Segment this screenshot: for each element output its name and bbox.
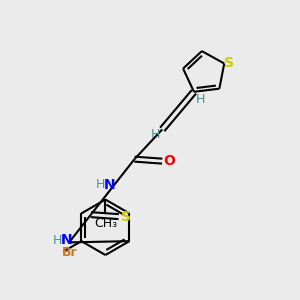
Text: CH₃: CH₃ bbox=[94, 217, 117, 230]
Text: S: S bbox=[121, 210, 130, 224]
Text: H: H bbox=[96, 178, 106, 191]
Text: N: N bbox=[60, 233, 72, 248]
Text: S: S bbox=[224, 56, 234, 70]
Text: H: H bbox=[151, 128, 160, 141]
Text: O: O bbox=[163, 154, 175, 168]
Text: Br: Br bbox=[62, 245, 78, 259]
Text: H: H bbox=[52, 234, 62, 247]
Text: H: H bbox=[196, 93, 206, 106]
Text: N: N bbox=[104, 178, 116, 192]
